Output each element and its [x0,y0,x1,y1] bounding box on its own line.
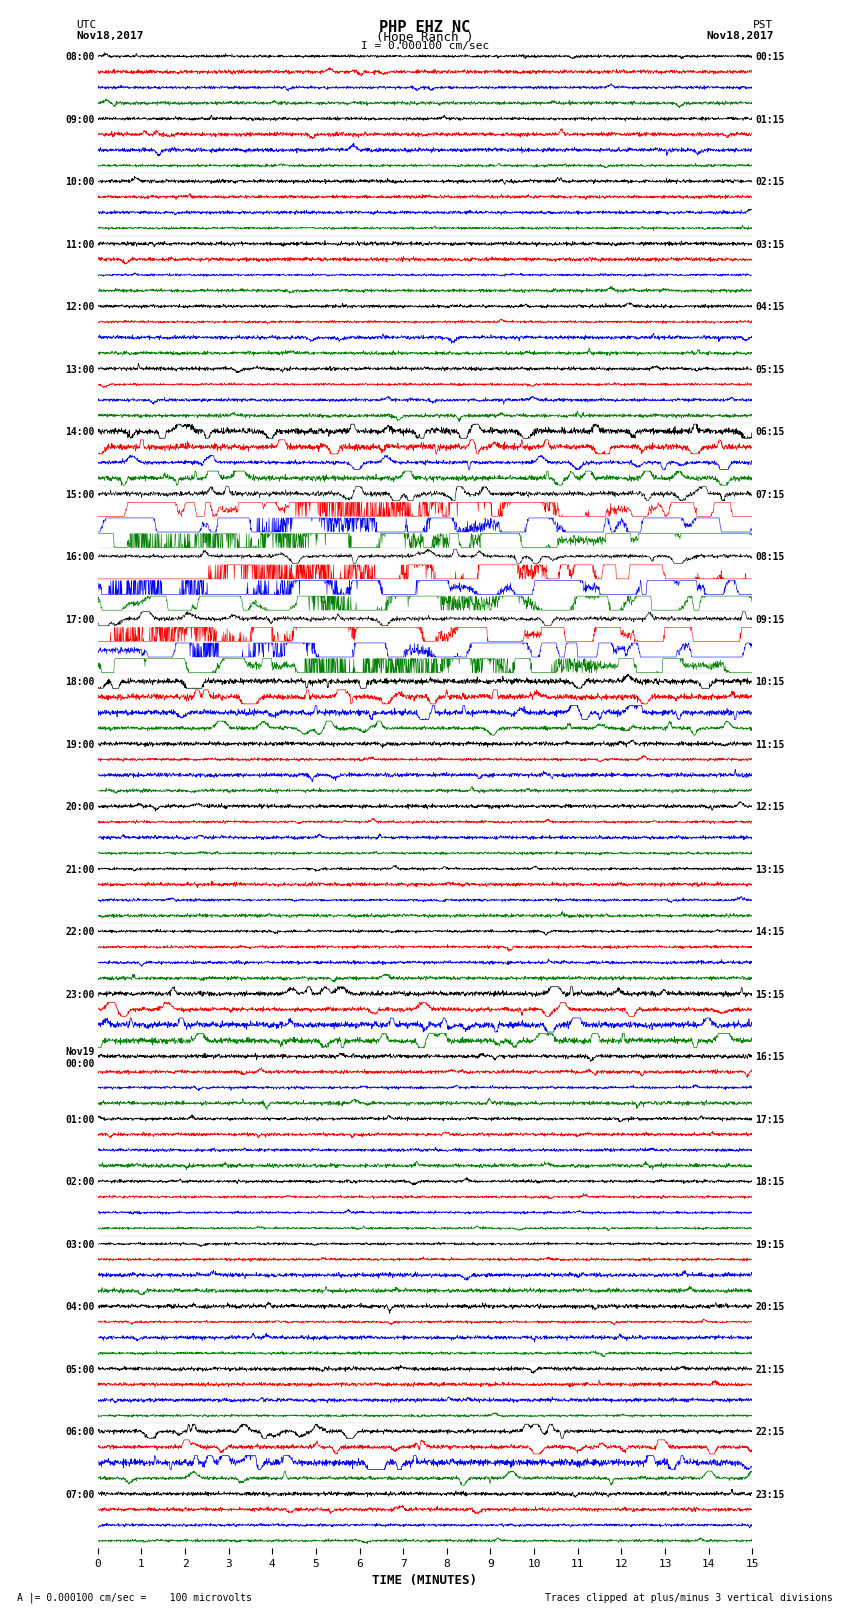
Text: A |= 0.000100 cm/sec =    100 microvolts: A |= 0.000100 cm/sec = 100 microvolts [17,1592,252,1603]
Text: Traces clipped at plus/minus 3 vertical divisions: Traces clipped at plus/minus 3 vertical … [545,1594,833,1603]
Text: Nov18,2017: Nov18,2017 [76,31,144,40]
Text: PHP EHZ NC: PHP EHZ NC [379,19,471,35]
Text: PST: PST [753,19,774,31]
Text: Nov18,2017: Nov18,2017 [706,31,774,40]
Text: UTC: UTC [76,19,97,31]
X-axis label: TIME (MINUTES): TIME (MINUTES) [372,1574,478,1587]
Text: I = 0.000100 cm/sec: I = 0.000100 cm/sec [361,40,489,52]
Text: (Hope Ranch ): (Hope Ranch ) [377,31,473,44]
